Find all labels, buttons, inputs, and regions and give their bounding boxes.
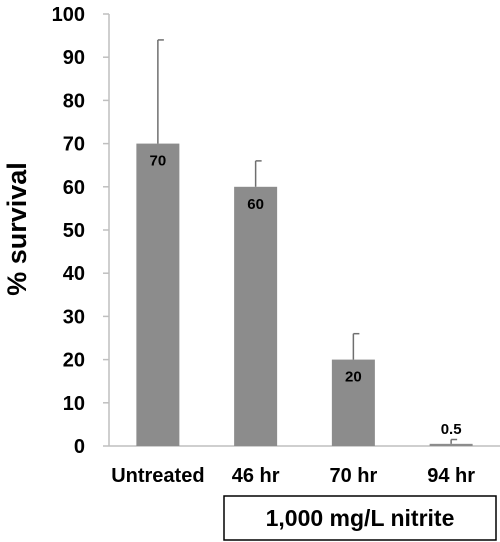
bar: [331, 359, 375, 446]
y-tick-label: 30: [63, 306, 85, 328]
bars-layer: 70 60 20 0.5: [136, 39, 473, 447]
data-label: 20: [345, 369, 362, 386]
y-axis-ticks: 0 10 20 30 40 50 60 70 80 90 100: [52, 4, 109, 458]
y-tick-label: 80: [63, 90, 85, 112]
y-tick-label: 50: [63, 220, 85, 242]
y-tick-label: 70: [63, 134, 85, 156]
y-tick-label: 40: [63, 263, 85, 285]
x-category-label: Untreated: [111, 465, 204, 487]
y-tick-label: 0: [74, 436, 85, 458]
data-label: 0.5: [441, 421, 462, 438]
data-label: 60: [247, 196, 264, 213]
y-tick-label: 10: [63, 393, 85, 415]
bar: [429, 443, 473, 446]
y-tick-label: 20: [63, 350, 85, 372]
bar: [136, 143, 180, 446]
y-tick-label: 100: [52, 4, 85, 26]
group-label-box: [223, 495, 497, 541]
y-axis-label: % survival: [2, 162, 32, 296]
x-category-label: 94 hr: [427, 465, 475, 487]
data-label: 70: [150, 153, 167, 170]
y-tick-label: 90: [63, 47, 85, 69]
bar: [234, 186, 278, 447]
x-category-label: 46 hr: [232, 465, 280, 487]
group-label: 1,000 mg/L nitrite: [266, 505, 455, 531]
x-category-label: 70 hr: [329, 465, 377, 487]
y-tick-label: 60: [63, 177, 85, 199]
x-axis-categories: Untreated 46 hr 70 hr 94 hr: [111, 465, 475, 487]
